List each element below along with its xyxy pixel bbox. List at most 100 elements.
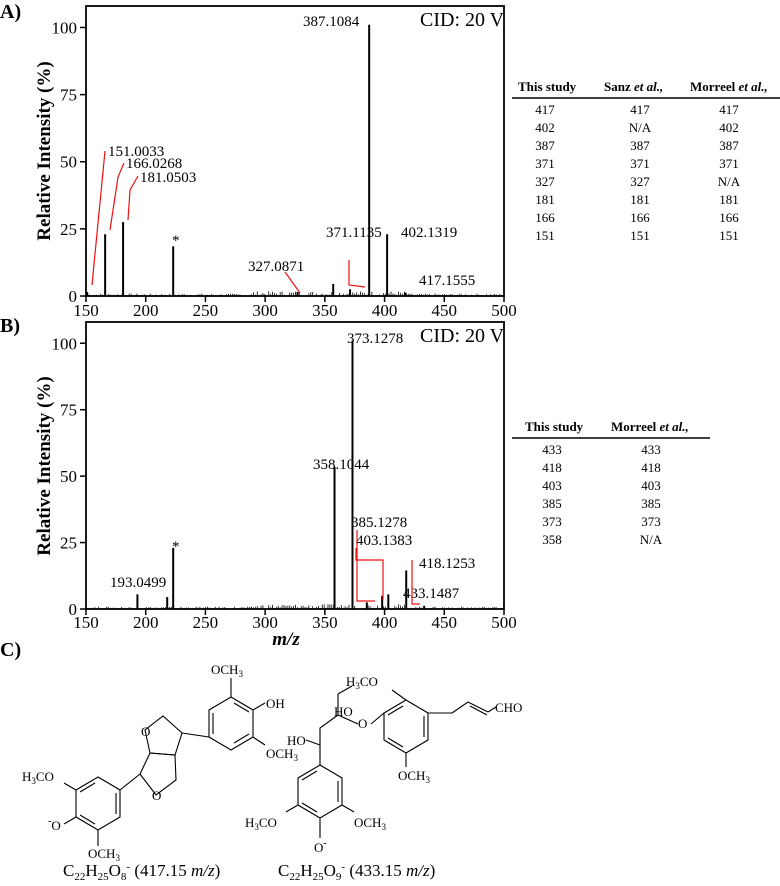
x-tick-label: 200 xyxy=(133,613,159,632)
table-cell: 371 xyxy=(535,156,555,171)
structure-right xyxy=(285,685,497,838)
table-cell: 385 xyxy=(641,496,661,511)
star-marker-b: * xyxy=(172,539,180,555)
x-tick-label: 250 xyxy=(193,301,219,320)
right-ho-2: HO xyxy=(287,733,306,748)
table-cell: 371 xyxy=(719,156,739,171)
x-tick-label: 450 xyxy=(432,613,458,632)
cid-annotation-a: CID: 20 V xyxy=(420,9,505,31)
furan-ring-top xyxy=(144,715,183,756)
right-och3-ring: OCH3 xyxy=(398,768,430,785)
table-cell: 403 xyxy=(542,478,562,493)
plot-frame-b xyxy=(85,321,505,610)
table-cell: N/A xyxy=(629,120,652,135)
table-cell: 181 xyxy=(630,192,650,207)
peak-label-371: 371.1135 xyxy=(326,225,382,241)
y-tick-label: 50 xyxy=(60,153,77,172)
panel-label-c: C) xyxy=(0,639,21,661)
right-ether-oxygen: O xyxy=(358,716,367,731)
star-marker-a: * xyxy=(172,233,180,249)
table-cell: 166 xyxy=(719,210,739,225)
peak-label-402: 402.1319 xyxy=(401,225,457,241)
leader-151 xyxy=(91,150,106,286)
table-cell: 417 xyxy=(630,102,650,117)
table1-header-this-study: This study xyxy=(518,79,577,94)
table-cell: 433 xyxy=(542,442,562,457)
leader-403 xyxy=(355,548,384,600)
right-ho-1: HO xyxy=(334,704,353,719)
peak-label-403: 403.1383 xyxy=(356,533,412,549)
y-tick-label: 25 xyxy=(60,534,77,553)
structure-left xyxy=(63,678,266,846)
spectrum-a: A) CID: 20 V Relative Intensity (%) 150 2… xyxy=(0,1,517,320)
table-cell: 387 xyxy=(535,138,555,153)
table-cell: 373 xyxy=(641,514,661,529)
left-formula: C22H25O8- (417.15 m/z) xyxy=(63,861,220,881)
structure-left-labels: OCH3 OH OCH3 O O H3CO -O OCH3 C22H25O8- … xyxy=(22,662,298,883)
leader-418 xyxy=(411,560,420,605)
table-cell: 403 xyxy=(641,478,661,493)
structure-right-labels: HO H3CO CHO O OCH3 HO H3CO OCH3 O- C22H2… xyxy=(245,674,522,883)
right-formula: C22H25O9- (433.15 m/z) xyxy=(278,861,435,881)
table-cell: 181 xyxy=(535,192,555,207)
plot-frame-a xyxy=(85,5,505,297)
table-cell: 151 xyxy=(630,228,650,243)
peak-label-358: 358.1044 xyxy=(313,457,370,473)
table-cell: 433 xyxy=(641,442,661,457)
table2-header-this-study: This study xyxy=(525,419,584,434)
left-och3-bottom: OCH3 xyxy=(88,846,120,863)
table2-header-morreel: Morreel et al., xyxy=(611,419,689,434)
table-cell: 417 xyxy=(535,102,555,117)
table-cell: 402 xyxy=(535,120,555,135)
x-tick-label: 300 xyxy=(252,613,278,632)
y-tick-label: 100 xyxy=(52,334,78,353)
table-cell: 151 xyxy=(719,228,739,243)
left-och3-right: OCH3 xyxy=(266,746,298,763)
table-cell: 385 xyxy=(542,496,562,511)
peak-label-387: 387.1084 xyxy=(303,14,360,30)
label-leaders-a xyxy=(91,150,366,294)
right-h3co-top: H3CO xyxy=(346,674,378,691)
table-cell: 402 xyxy=(719,120,739,135)
table-cell: 166 xyxy=(535,210,555,225)
leader-371 xyxy=(348,260,366,288)
y-tick-label: 25 xyxy=(60,220,77,239)
y-tick-label: 0 xyxy=(69,600,78,619)
table-cell: 418 xyxy=(542,460,562,475)
peak-label-181: 181.0503 xyxy=(140,170,196,186)
furan-ring-bottom xyxy=(139,752,177,796)
x-tick-label: 300 xyxy=(252,301,278,320)
table-cell: 373 xyxy=(542,514,562,529)
peak-label-385: 385.1278 xyxy=(351,515,407,531)
x-tick-label: 250 xyxy=(193,613,219,632)
peak-label-166: 166.0268 xyxy=(126,156,182,172)
table-cell: 387 xyxy=(630,138,650,153)
right-och3-bottom: OCH3 xyxy=(354,815,386,832)
table-cell: 327 xyxy=(630,174,650,189)
table-cell: 387 xyxy=(719,138,739,153)
table-cell: 181 xyxy=(719,192,739,207)
x-tick-label: 350 xyxy=(312,301,338,320)
ticks-b: 150 200 250 300 350 400 450 500 0 25 50 75 100 xyxy=(52,334,517,632)
aromatic-ring-top xyxy=(208,696,254,751)
leader-327 xyxy=(284,271,301,294)
table-cell: 417 xyxy=(719,102,739,117)
peak-label-327: 327.0871 xyxy=(248,259,304,275)
table1-header-sanz: Sanz et al., xyxy=(604,79,663,94)
fragment-table-a: This study Sanz et al., Morreel et al., … xyxy=(512,79,780,243)
panel-label-b: B) xyxy=(0,315,20,337)
x-tick-label: 400 xyxy=(372,301,398,320)
right-cho: CHO xyxy=(495,700,522,715)
left-ring-oxygen-2: O xyxy=(152,788,161,803)
right-aromatic-ring-bottom xyxy=(297,764,343,819)
peak-label-418: 418.1253 xyxy=(419,556,475,572)
y-tick-label: 75 xyxy=(60,86,77,105)
table-cell: N/A xyxy=(718,174,741,189)
table-cell: 166 xyxy=(630,210,650,225)
peak-label-433: 433.1487 xyxy=(403,586,460,602)
x-tick-label: 150 xyxy=(73,613,99,632)
panel-label-a: A) xyxy=(0,1,21,23)
table-cell: 151 xyxy=(535,228,555,243)
y-tick-label: 75 xyxy=(60,401,77,420)
